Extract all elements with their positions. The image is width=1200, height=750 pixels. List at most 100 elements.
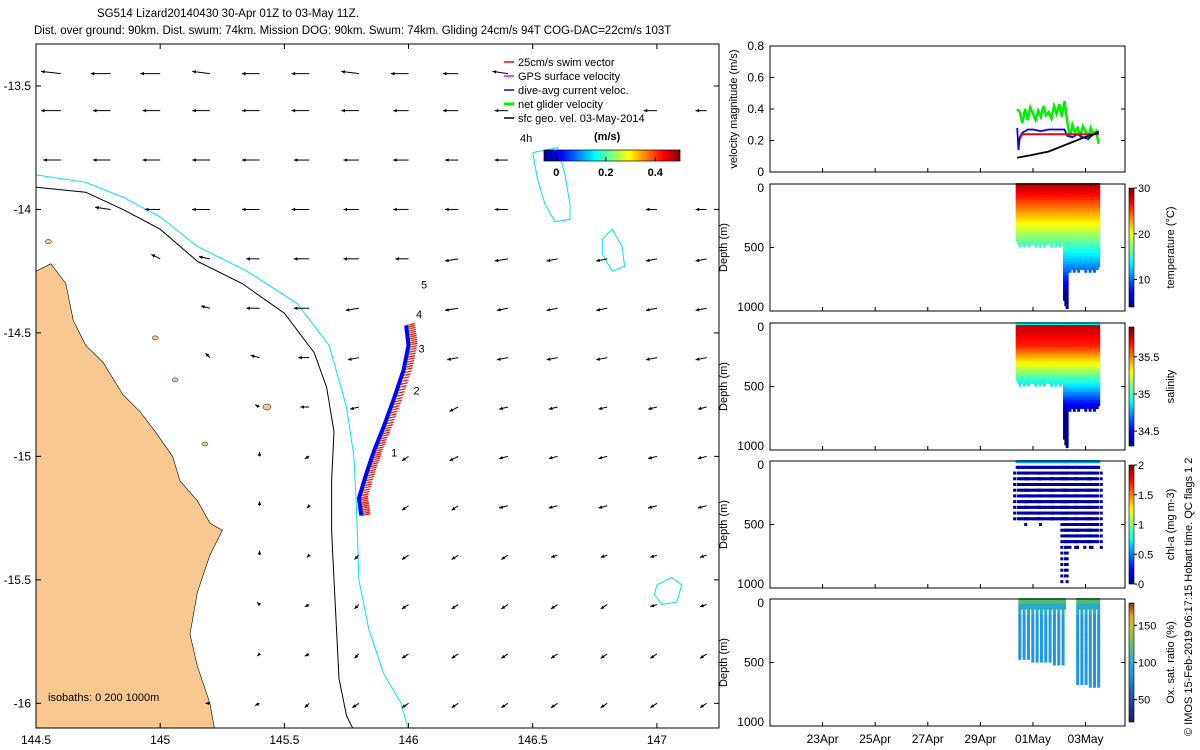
profile-dot [1097,322,1101,326]
map-frame [35,43,720,729]
profile-dot [1077,482,1081,486]
profile-dot [1031,614,1035,618]
geo-vector [205,352,211,358]
profile-dot [1044,634,1048,638]
profile-dot [1088,408,1092,412]
profile-dot [1090,534,1094,538]
profile-dot [1035,659,1039,663]
geo-vector [90,71,111,76]
profile-dot [1042,383,1046,387]
profile-dot [1072,511,1076,515]
geo-vector-head [345,308,350,312]
geo-vector-head [257,501,262,505]
geo-vector [306,553,311,558]
depth-tick-label: 1000 [737,439,764,453]
geo-vector-head [255,702,260,706]
profile-dot [1083,471,1087,475]
profile-dot [1077,500,1081,504]
profile-dot [1094,517,1098,521]
profile-dot [1079,534,1083,538]
profile-dot [1044,614,1048,618]
colorbar-label: temperature (°C) [1165,206,1177,288]
geo-vector-head [401,556,406,560]
profile-dot [1063,534,1067,538]
profile-dot [1044,500,1048,504]
profile-dot [1052,659,1056,663]
profile-dot [1085,528,1089,532]
profile-dot [1072,482,1076,486]
geo-vector-head [600,605,605,609]
profile-dot [1050,241,1054,245]
profile-dot [1042,505,1046,509]
profile-dot [1065,272,1069,276]
profile-dot [1088,500,1092,504]
profile-dot [1049,488,1053,492]
profile-dot [1026,620,1030,624]
profile-dot [1040,488,1044,492]
geo-vector [393,207,409,212]
profile-dot [1044,511,1048,515]
geo-vector [343,158,359,162]
profile-dot [1097,330,1101,334]
profile-dot [1048,609,1052,613]
profile-dot [1097,197,1101,201]
profile-dot [1077,408,1081,412]
profile-dot [1097,338,1101,342]
profile-dot [1077,505,1081,509]
profile-dot [1051,477,1055,481]
profile-dot [1074,482,1078,486]
profile-dot [1026,494,1030,498]
profile-dot [1065,283,1069,287]
profile-dot [1029,488,1033,492]
geo-vector [600,604,608,610]
profile-dot [1020,511,1024,515]
profile-dot [1075,482,1079,486]
profile-dot [1057,626,1061,630]
profile-dot [1018,482,1022,486]
profile-dot [1064,557,1068,561]
profile-dot [1031,626,1035,630]
profile-dot [1018,614,1022,618]
geo-vector [550,653,558,659]
profile-dot [1038,471,1042,475]
profile-dot [1037,471,1041,475]
geo-vector [343,207,359,212]
profile-dot [1020,488,1024,492]
profile-dot [1051,482,1055,486]
profile-dot [1031,500,1035,504]
profile-dot [1022,628,1026,632]
geo-vector-head [492,70,497,74]
profile-dot [1077,523,1081,526]
geo-vector-head [205,701,210,706]
geo-vector [501,554,509,560]
profile-dot [1024,517,1028,521]
profile-dot [1074,494,1078,498]
profile-dot [1057,517,1061,521]
geo-vector [444,258,459,263]
profile-dot [1040,517,1044,521]
profile-dot [1040,471,1044,475]
profile-dot [1027,511,1031,515]
profile-dot [1087,488,1091,492]
profile-dot [1092,482,1096,486]
profile-dot [1072,408,1076,412]
profile-dot [1044,620,1048,624]
legend-label: sfc geo. vel. 03-May-2014 [518,113,645,125]
geo-vector [300,405,310,409]
profile-dot [1074,534,1078,538]
geo-vector-head [241,108,246,113]
profile-dot [1024,471,1028,475]
profile-dot [1048,620,1052,624]
profile-dot [1051,505,1055,509]
geo-vector-head [596,308,601,312]
profile-dot [1048,645,1052,649]
profile-dot [1035,500,1039,504]
profile-dot [1083,494,1087,498]
profile-dot [1044,623,1048,627]
map-colorbar-ticks: 0 0.2 0.4 [553,157,664,179]
profile-dot [1057,648,1061,652]
geo-vector [241,158,260,162]
profile-dot [1065,436,1069,440]
map-x-axis: 144.5 145 145.5 146 146.5 147 [21,44,667,747]
